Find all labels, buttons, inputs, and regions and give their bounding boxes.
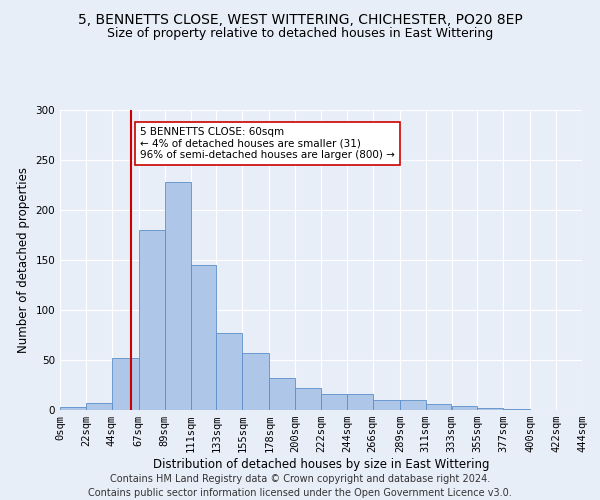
Text: Contains HM Land Registry data © Crown copyright and database right 2024.
Contai: Contains HM Land Registry data © Crown c…	[88, 474, 512, 498]
Bar	[295, 388, 321, 410]
Text: 5, BENNETTS CLOSE, WEST WITTERING, CHICHESTER, PO20 8EP: 5, BENNETTS CLOSE, WEST WITTERING, CHICH…	[77, 12, 523, 26]
Bar	[86, 403, 112, 410]
Bar	[269, 378, 295, 410]
Y-axis label: Number of detached properties: Number of detached properties	[17, 167, 30, 353]
Bar	[347, 394, 373, 410]
Bar	[139, 230, 164, 410]
Bar	[242, 353, 269, 410]
X-axis label: Distribution of detached houses by size in East Wittering: Distribution of detached houses by size …	[153, 458, 489, 471]
Bar	[425, 404, 451, 410]
Bar	[478, 408, 503, 410]
Bar	[191, 265, 217, 410]
Bar	[452, 406, 478, 410]
Text: 5 BENNETTS CLOSE: 60sqm
← 4% of detached houses are smaller (31)
96% of semi-det: 5 BENNETTS CLOSE: 60sqm ← 4% of detached…	[140, 127, 395, 160]
Bar	[503, 409, 530, 410]
Bar	[112, 358, 139, 410]
Bar	[60, 407, 86, 410]
Bar	[582, 408, 600, 410]
Bar	[321, 394, 347, 410]
Bar	[164, 182, 191, 410]
Bar	[217, 333, 242, 410]
Bar	[373, 400, 400, 410]
Bar	[400, 400, 425, 410]
Text: Size of property relative to detached houses in East Wittering: Size of property relative to detached ho…	[107, 28, 493, 40]
